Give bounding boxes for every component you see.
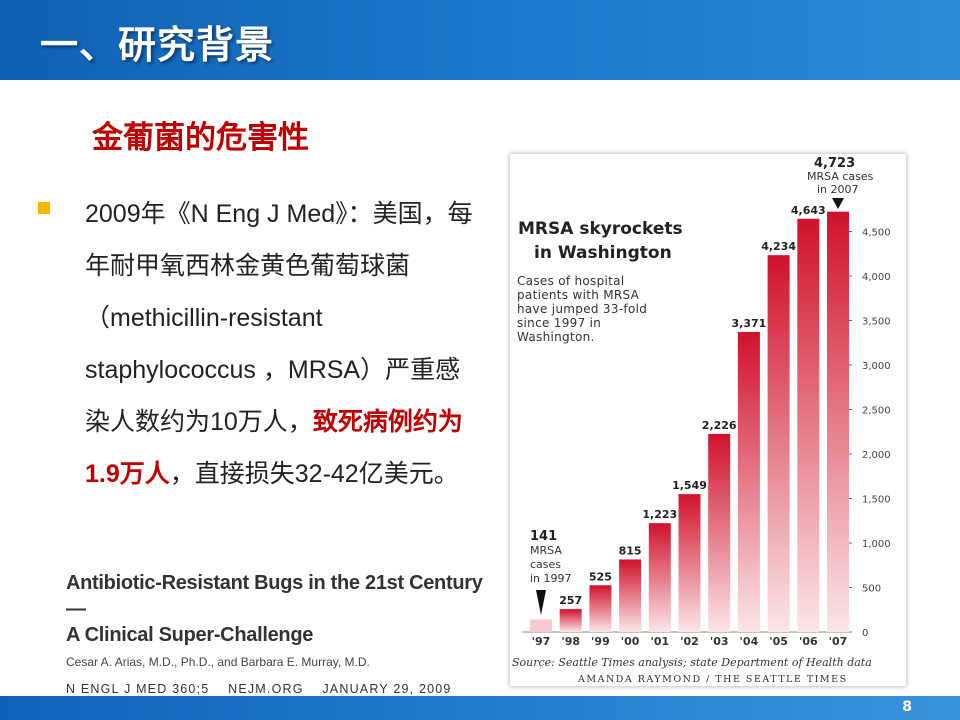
reference-title-line1: Antibiotic-Resistant Bugs in the 21st Ce… xyxy=(66,572,483,620)
chart-bar xyxy=(619,559,642,632)
reference-journal: N ENGL J MED 360;5 NEJM.ORG JANUARY 29, … xyxy=(66,682,452,696)
chart-bar xyxy=(589,585,612,632)
annotation-end-label: MRSA cases xyxy=(807,170,874,183)
bullet-text: 2009年《N Eng J Med》：美国，每年耐甲氧西林金黄色葡萄球菌（met… xyxy=(85,188,480,500)
chart-bar xyxy=(797,218,820,632)
bar-value-label: 4,234 xyxy=(761,240,796,253)
bar-value-label: 3,371 xyxy=(732,317,767,330)
x-tick-label: '01 xyxy=(650,635,669,648)
chart-bar xyxy=(767,255,790,632)
chart-credit: AMANDA RAYMOND / THE SEATTLE TIMES xyxy=(577,674,848,685)
chart-bar xyxy=(678,494,701,632)
x-tick-label: '06 xyxy=(799,635,818,648)
annotation-start-label: cases xyxy=(530,558,561,571)
chart-bar xyxy=(559,609,582,632)
bullet-square-icon xyxy=(38,202,50,214)
section-subtitle: 金葡菌的危害性 xyxy=(92,120,309,156)
reference-title-line2: A Clinical Super-Challenge xyxy=(66,624,314,646)
bullet-highlight: 致死病例约为1.9万人 xyxy=(85,408,463,488)
bar-value-label: 1,549 xyxy=(672,479,707,492)
y-tick-label: 4,500 xyxy=(862,228,891,239)
chart-description-line: Cases of hospital xyxy=(517,274,624,288)
page-number: 8 xyxy=(902,699,912,715)
x-tick-label: '05 xyxy=(769,635,788,648)
annotation-end-value: 4,723 xyxy=(814,156,855,171)
y-tick-label: 1,500 xyxy=(862,495,891,506)
chart-description-line: since 1997 in xyxy=(517,316,601,330)
bar-value-label: 815 xyxy=(619,544,642,557)
annotation-end-label: in 2007 xyxy=(817,183,859,196)
x-tick-label: '04 xyxy=(740,635,759,648)
x-tick-label: '02 xyxy=(680,635,699,648)
annotation-end-arrow xyxy=(832,198,844,209)
bar-value-label: 525 xyxy=(589,570,612,583)
footer-bar: 8 xyxy=(0,696,960,720)
x-tick-label: '99 xyxy=(591,635,610,648)
annotation-start-label: MRSA xyxy=(530,544,562,557)
y-tick-label: 2,000 xyxy=(862,450,891,461)
chart-title-line2: in Washington xyxy=(534,243,672,263)
mrsa-bar-chart: MRSA skyrockets in Washington Cases of hos… xyxy=(512,156,891,685)
y-tick-label: 2,500 xyxy=(862,406,891,417)
chart-bar xyxy=(827,211,849,632)
chart-description-line: patients with MRSA xyxy=(517,288,640,302)
reference-authors: Cesar A. Arias, M.D., Ph.D., and Barbara… xyxy=(66,655,370,669)
chart-bar xyxy=(648,523,671,632)
chart-source: Source: Seattle Times analysis; state De… xyxy=(512,656,872,669)
bar-value-label: 1,223 xyxy=(642,508,677,521)
annotation-start-value: 141 xyxy=(530,529,557,544)
bullet-text-end: ，直接损失32-42亿美元。 xyxy=(169,460,459,488)
annotation-start-label: in 1997 xyxy=(530,572,572,585)
chart-title-line1: MRSA skyrockets xyxy=(518,219,683,239)
y-tick-label: 0 xyxy=(862,628,868,639)
annotation-start-arrow xyxy=(536,590,546,615)
reference-citation: Antibiotic-Resistant Bugs in the 21st Ce… xyxy=(66,570,486,696)
chart-bar xyxy=(737,331,760,632)
bar-value-label: 2,226 xyxy=(702,419,737,432)
y-tick-label: 1,000 xyxy=(862,539,891,550)
y-tick-label: 500 xyxy=(862,584,881,595)
slide-title: 一、研究背景 xyxy=(40,23,275,67)
bar-value-label: 257 xyxy=(559,594,582,607)
bullet-text-main: 2009年《N Eng J Med》：美国，每年耐甲氧西林金黄色葡萄球菌（met… xyxy=(85,200,473,436)
x-tick-label: '03 xyxy=(710,635,729,648)
x-tick-label: '07 xyxy=(829,635,848,648)
chart-bar xyxy=(708,433,731,632)
x-tick-label: '98 xyxy=(561,635,580,648)
y-tick-label: 3,500 xyxy=(862,317,891,328)
chart-description-line: have jumped 33-fold xyxy=(517,302,647,316)
bar-value-label: 4,643 xyxy=(791,204,826,217)
chart-bar xyxy=(530,619,552,632)
x-tick-label: '00 xyxy=(621,635,640,648)
mrsa-chart-figure: MRSA skyrockets in Washington Cases of hos… xyxy=(510,154,906,686)
reference-title: Antibiotic-Resistant Bugs in the 21st Ce… xyxy=(66,570,486,648)
chart-description-line: Washington. xyxy=(517,330,595,344)
y-tick-label: 3,000 xyxy=(862,361,891,372)
y-tick-label: 4,000 xyxy=(862,272,891,283)
title-bar: 一、研究背景 xyxy=(0,0,960,80)
x-tick-label: '97 xyxy=(532,635,551,648)
